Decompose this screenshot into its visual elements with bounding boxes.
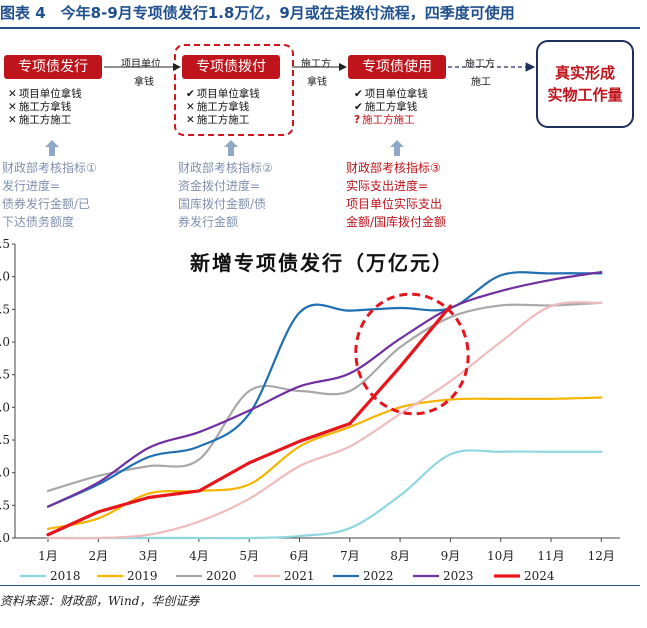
metric2-block: 财政部考核指标② 资金拨付进度= 国库拨付金额/债 券发行金额	[178, 161, 273, 229]
x-tick-label: 7月	[340, 549, 360, 563]
highlight-dashed-frame	[174, 44, 294, 136]
legend-label-2018: 2018	[50, 569, 81, 582]
col2-check-3: ✕ 施工方施工	[186, 114, 250, 126]
final-line-2: 实物工作量	[547, 86, 623, 104]
x-tick-label: 10月	[487, 549, 514, 563]
line-chart: 0.0 0.5 1.0 1.5 2.0 2.5 3.0 3.5 4.0 4.5 1月 2月 3月 4月 5月…	[0, 237, 620, 582]
x-tick-label: 5月	[239, 549, 259, 563]
arrow1-label-bottom: 拿钱	[134, 77, 154, 88]
figure-title: 图表 4 今年8-9月专项债发行1.8万亿，9月或在走拨付流程，四季度可使用	[0, 4, 515, 22]
col3-check-3: ? 施工方施工	[354, 114, 415, 126]
final-line-1: 真实形成	[554, 64, 615, 82]
x-tick-label: 11月	[537, 549, 564, 563]
col1-check-2: ✕ 施工方拿钱	[8, 101, 72, 113]
x-tick-label: 12月	[588, 549, 615, 563]
flow-box-real-workload: 真实形成 实物工作量	[536, 40, 634, 128]
arrow2-label-top: 施工方	[301, 59, 331, 70]
flow-box-usage: 专项债使用	[348, 55, 446, 79]
arrow2-label-bottom: 拿钱	[307, 77, 327, 88]
y-tick-label: 4.5	[0, 237, 10, 251]
y-tick-label: 3.0	[0, 335, 10, 349]
metric1-block: 财政部考核指标① 发行进度= 债券发行金额/已 下达债务额度	[2, 161, 97, 229]
legend-label-2021: 2021	[284, 569, 315, 582]
col2-check-1: ✔ 项目单位拿钱	[186, 88, 260, 100]
y-tick-label: 0.0	[0, 531, 10, 545]
x-tick-label: 4月	[189, 549, 209, 563]
series-line-2021	[46, 301, 603, 540]
title-divider	[0, 27, 640, 29]
col1-check-3: ✕ 施工方施工	[8, 114, 72, 126]
legend-label-2019: 2019	[127, 569, 158, 582]
series-line-2022	[46, 271, 603, 508]
col3-check-1: ✔ 项目单位拿钱	[354, 88, 428, 100]
y-tick-label: 4.0	[0, 270, 10, 284]
series-line-2018	[46, 449, 603, 540]
flow-box-issuance: 专项债发行	[4, 55, 102, 79]
source-divider	[0, 585, 640, 586]
y-tick-label: 3.5	[0, 302, 10, 316]
x-tick-label: 2月	[88, 549, 108, 563]
y-tick-label: 2.5	[0, 368, 10, 382]
y-tick-label: 1.5	[0, 433, 10, 447]
arrow1-label-top: 项目单位	[121, 59, 161, 70]
source-note: 资料来源：财政部，Wind，华创证券	[0, 594, 200, 608]
arrow3-label-bottom: 施工	[471, 77, 491, 88]
x-tick-label: 3月	[139, 549, 159, 563]
up-arrow-icon	[45, 140, 59, 156]
series-line-2020	[46, 301, 603, 493]
y-tick-label: 2.0	[0, 400, 10, 414]
y-tick-label: 0.5	[0, 498, 10, 512]
col3-check-2: ✔ 施工方拿钱	[354, 101, 418, 113]
metric3-block: 财政部考核指标③ 实际支出进度= 项目单位实际支出 金额/国库拨付金额	[346, 161, 447, 229]
x-tick-label: 6月	[290, 549, 310, 563]
legend-label-2024: 2024	[524, 569, 555, 582]
x-tick-label: 8月	[390, 549, 410, 563]
arrow3-label-top: 施工方	[465, 59, 495, 70]
series-line-2023	[46, 270, 603, 508]
flow-box-disbursement: 专项债拨付	[182, 55, 280, 79]
series-line-2019	[46, 396, 603, 530]
up-arrow-icon	[224, 140, 238, 156]
up-arrow-icon	[390, 140, 404, 156]
col1-check-1: ✕ 项目单位拿钱	[8, 88, 82, 100]
series-line-2024	[46, 304, 452, 537]
chart-title: 新增专项债发行（万亿元）	[190, 251, 454, 275]
y-tick-label: 1.0	[0, 466, 10, 480]
flow-arrows	[104, 62, 536, 72]
legend-label-2022: 2022	[363, 569, 394, 582]
x-tick-label: 1月	[38, 549, 58, 563]
legend-label-2023: 2023	[443, 569, 474, 582]
legend-label-2020: 2020	[206, 569, 237, 582]
col2-check-2: ✕ 施工方拿钱	[186, 101, 250, 113]
x-tick-label: 9月	[441, 549, 461, 563]
